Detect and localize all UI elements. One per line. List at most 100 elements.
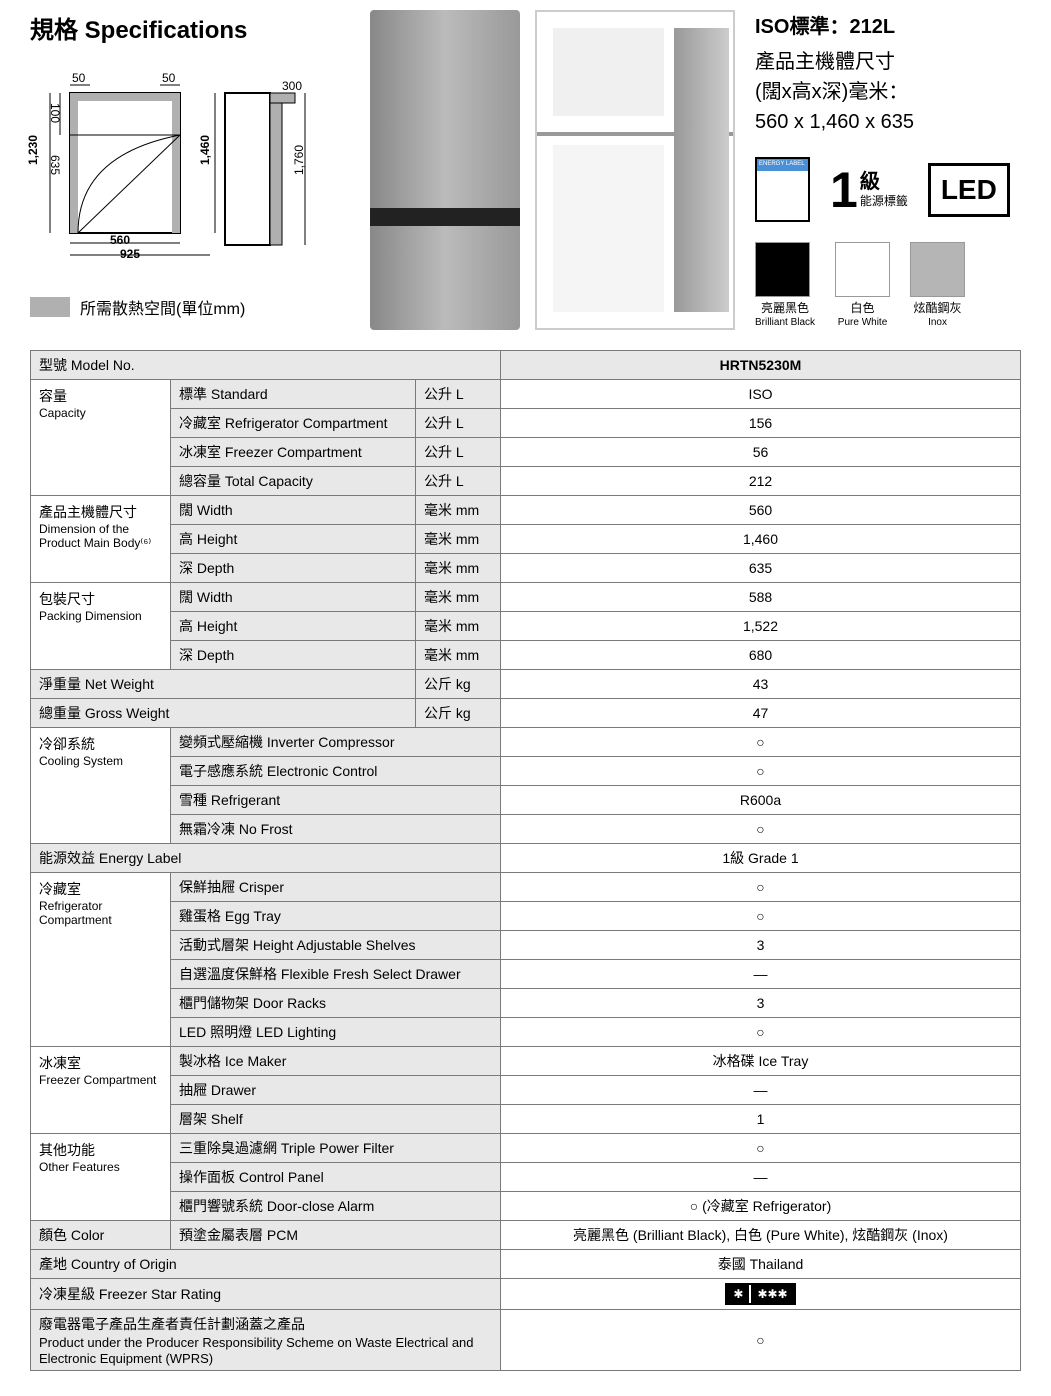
spec-label: 深 Depth [171, 554, 416, 583]
color-swatch [910, 242, 965, 297]
spec-value: 560 [501, 496, 1021, 525]
spec-unit: 毫米 mm [416, 525, 501, 554]
category-cell: 產品主機體尺寸Dimension of the Product Main Bod… [31, 496, 171, 583]
spec-value: 1 [501, 1105, 1021, 1134]
spec-value: ○ [501, 815, 1021, 844]
spec-unit: 公升 L [416, 438, 501, 467]
spec-label: 總容量 Total Capacity [171, 467, 416, 496]
spec-label: 高 Height [171, 525, 416, 554]
spec-unit: 毫米 mm [416, 612, 501, 641]
spec-label: 無霜冷凍 No Frost [171, 815, 501, 844]
spec-value: ○ [501, 1018, 1021, 1047]
spec-unit: 毫米 mm [416, 554, 501, 583]
color-option: 亮麗黑色 Brilliant Black [755, 242, 815, 328]
spec-unit: 毫米 mm [416, 583, 501, 612]
spec-value: ISO [501, 380, 1021, 409]
freezer-star-value: ✱✱✱✱ [501, 1279, 1021, 1310]
spec-value: 635 [501, 554, 1021, 583]
spec-unit: 公斤 kg [416, 699, 501, 728]
dim-title: 產品主機體尺寸 [755, 47, 1021, 77]
spec-label: 廢電器電子產品生產者責任計劃涵蓋之產品Product under the Pro… [31, 1310, 501, 1371]
spec-label: 活動式層架 Height Adjustable Shelves [171, 931, 501, 960]
dim-subtitle: (闊x高x深)毫米： [755, 77, 1021, 107]
color-sublabel: Brilliant Black [755, 317, 815, 328]
spec-label: 闊 Width [171, 583, 416, 612]
spec-label: 雪種 Refrigerant [171, 786, 501, 815]
category-cell: 冷卻系統Cooling System [31, 728, 171, 844]
spec-label: 淨重量 Net Weight [31, 670, 416, 699]
spec-value: — [501, 1076, 1021, 1105]
spec-value: ○ [501, 873, 1021, 902]
spec-label: 自選溫度保鮮格 Flexible Fresh Select Drawer [171, 960, 501, 989]
product-image-open [535, 10, 735, 330]
model-value: HRTN5230M [501, 351, 1021, 380]
dim-1230: 1,230 [26, 135, 40, 165]
spec-value: 1,522 [501, 612, 1021, 641]
dim-1460: 1,460 [198, 135, 212, 165]
spec-value: 588 [501, 583, 1021, 612]
spec-unit: 公升 L [416, 467, 501, 496]
energy-label-badge [755, 157, 810, 222]
spec-label: 冰凍室 Freezer Compartment [171, 438, 416, 467]
spec-label: 雞蛋格 Egg Tray [171, 902, 501, 931]
dim-925: 925 [120, 247, 140, 261]
spec-label: LED 照明燈 LED Lighting [171, 1018, 501, 1047]
grade1-kyu: 級 [860, 170, 908, 194]
grade1-label: 能源標籤 [860, 194, 908, 208]
spec-value: 亮麗黑色 (Brilliant Black), 白色 (Pure White),… [501, 1221, 1021, 1250]
spec-value: — [501, 1163, 1021, 1192]
spec-value: ○ [501, 1134, 1021, 1163]
spec-label: 冷藏室 Refrigerator Compartment [171, 409, 416, 438]
spec-value: ○ [501, 757, 1021, 786]
clearance-text: 所需散熱空間(單位mm) [80, 295, 245, 319]
color-sublabel: Pure White [835, 317, 890, 328]
spec-value: 冰格碟 Ice Tray [501, 1047, 1021, 1076]
color-label: 白色 [835, 301, 890, 317]
spec-unit: 公升 L [416, 409, 501, 438]
dim-635: 635 [48, 155, 62, 175]
spec-label: 標準 Standard [171, 380, 416, 409]
spec-value: 泰國 Thailand [501, 1250, 1021, 1279]
clearance-swatch [30, 297, 70, 317]
spec-value: 156 [501, 409, 1021, 438]
spec-value: — [501, 960, 1021, 989]
spec-value: ○ [501, 728, 1021, 757]
spec-value: R600a [501, 786, 1021, 815]
spec-value: ○ [501, 1310, 1021, 1371]
spec-unit: 毫米 mm [416, 641, 501, 670]
dim-1760: 1,760 [292, 145, 306, 175]
spec-label: 櫃門響號系統 Door-close Alarm [171, 1192, 501, 1221]
dim-100: 100 [48, 103, 62, 123]
model-label: 型號 Model No. [31, 351, 501, 380]
spec-value: 1,460 [501, 525, 1021, 554]
spec-unit: 毫米 mm [416, 496, 501, 525]
spec-label: 三重除臭過濾網 Triple Power Filter [171, 1134, 501, 1163]
product-image-closed [370, 10, 520, 330]
spec-unit: 公斤 kg [416, 670, 501, 699]
category-cell: 冷藏室Refrigerator Compartment [31, 873, 171, 1047]
spec-label: 櫃門儲物架 Door Racks [171, 989, 501, 1018]
spec-value: ○ [501, 902, 1021, 931]
spec-label: 電子感應系統 Electronic Control [171, 757, 501, 786]
color-label: 亮麗黑色 [755, 301, 815, 317]
spec-value: ○ (冷藏室 Refrigerator) [501, 1192, 1021, 1221]
spec-value: 3 [501, 931, 1021, 960]
color-sublabel: Inox [910, 317, 965, 328]
spec-label: 變頻式壓縮機 Inverter Compressor [171, 728, 501, 757]
spec-value: 680 [501, 641, 1021, 670]
dim-50b: 50 [162, 71, 175, 85]
spec-label: 製冰格 Ice Maker [171, 1047, 501, 1076]
grade1-number: 1 [830, 161, 858, 219]
spec-table: 型號 Model No.HRTN5230M容量Capacity標準 Standa… [30, 350, 1021, 1371]
color-label: 炫酷鋼灰 [910, 301, 965, 317]
category-cell: 冰凍室Freezer Compartment [31, 1047, 171, 1134]
spec-value: 3 [501, 989, 1021, 1018]
spec-value: 212 [501, 467, 1021, 496]
color-swatch [835, 242, 890, 297]
spec-unit: 公升 L [416, 380, 501, 409]
spec-label: 層架 Shelf [171, 1105, 501, 1134]
color-option: 炫酷鋼灰 Inox [910, 242, 965, 328]
page-title: 規格 Specifications [30, 10, 360, 45]
dim-560: 560 [110, 233, 130, 247]
spec-label: 深 Depth [171, 641, 416, 670]
